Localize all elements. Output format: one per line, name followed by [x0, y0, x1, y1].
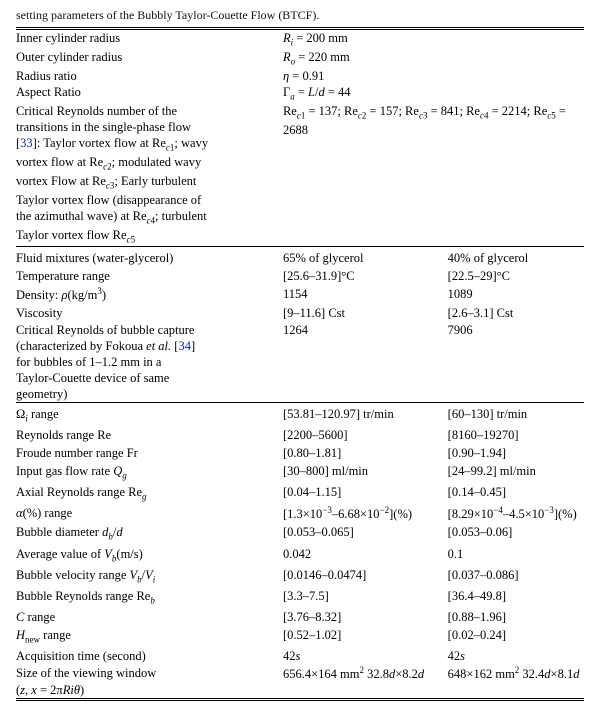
- rule-bottom-1: [16, 698, 584, 699]
- value-a: 656.4×164 mm2 32.8d×8.2d: [283, 665, 448, 682]
- value-a: [1.3×10−3–6.68×10−2](%): [283, 504, 448, 523]
- value-a: 42s: [283, 647, 448, 665]
- value-a: 65% of glycerol: [283, 247, 448, 268]
- label: Critical Reynolds number of the: [16, 103, 283, 119]
- label: Reynolds range Re: [16, 426, 283, 444]
- value-b: [0.02–0.24]: [448, 626, 584, 647]
- label: Density: ρ(kg/m3): [16, 285, 283, 304]
- text-italic: et al.: [146, 339, 171, 353]
- value-b: [0.037–0.086]: [448, 566, 584, 587]
- params-table: Ωi range [53.81–120.97] tr/min [60–130] …: [16, 402, 584, 697]
- value-a: [0.0146–0.0474]: [283, 566, 448, 587]
- label: Bubble velocity range Vb/Vi: [16, 566, 283, 587]
- value-b: 40% of glycerol: [448, 247, 584, 268]
- label: transitions in the single-phase flow: [16, 119, 283, 135]
- value-b: 42s: [448, 647, 584, 665]
- label: Radius ratio: [16, 68, 283, 84]
- value-b: [22.5–29]°C: [448, 267, 584, 285]
- fluid-table: Fluid mixtures (water-glycerol) 65% of g…: [16, 246, 584, 402]
- value-a: [9–11.6] Cst: [283, 304, 448, 322]
- label: the azimuthal wave) at Rec4; turbulent: [16, 208, 283, 227]
- value-b: [2.6–3.1] Cst: [448, 304, 584, 322]
- label: (z, x = 2πRiθ): [16, 682, 283, 698]
- text: (characterized by Fokoua: [16, 339, 146, 353]
- label: Critical Reynolds of bubble capture: [16, 322, 283, 338]
- value-b: [8.29×10−4–4.5×10−3](%): [448, 504, 584, 523]
- label: Outer cylinder radius: [16, 49, 283, 68]
- value: η = 0.91: [283, 68, 584, 84]
- label: C range: [16, 608, 283, 626]
- value-b: 0.1: [448, 545, 584, 566]
- label: Aspect Ratio: [16, 84, 283, 103]
- value-a: 1264: [283, 322, 448, 338]
- label: Fluid mixtures (water-glycerol): [16, 247, 283, 268]
- value-a: [0.04–1.15]: [283, 483, 448, 504]
- label: (characterized by Fokoua et al. [34]: [16, 338, 584, 354]
- value-b: [0.88–1.96]: [448, 608, 584, 626]
- value-b: [60–130] tr/min: [448, 403, 584, 427]
- value: Ro = 220 mm: [283, 49, 584, 68]
- value-b: 1089: [448, 285, 584, 304]
- label: Taylor-Couette device of same: [16, 370, 584, 386]
- label: Taylor vortex flow (disappearance of: [16, 192, 283, 208]
- label: Bubble diameter db/d: [16, 523, 283, 544]
- reynolds-values: Rec1 = 137; Rec2 = 157; Rec3 = 841; Rec4…: [283, 103, 584, 246]
- label: Inner cylinder radius: [16, 30, 283, 49]
- label: Average value of Vb(m/s): [16, 545, 283, 566]
- label: Temperature range: [16, 267, 283, 285]
- table-caption: setting parameters of the Bubbly Taylor-…: [16, 8, 584, 23]
- label: Froude number range Fr: [16, 444, 283, 462]
- value-a: [0.80–1.81]: [283, 444, 448, 462]
- label: α(%) range: [16, 504, 283, 523]
- label: Axial Reynolds range Reg: [16, 483, 283, 504]
- rule-bottom-2: [16, 700, 584, 701]
- value-a: [3.3–7.5]: [283, 587, 448, 608]
- value-b: [24–99.2] ml/min: [448, 462, 584, 483]
- value-a: [3.76–8.32]: [283, 608, 448, 626]
- value-a: [30–800] ml/min: [283, 462, 448, 483]
- value-b: 648×162 mm2 32.4d×8.1d: [448, 665, 584, 682]
- label: Acquisition time (second): [16, 647, 283, 665]
- value-a: [0.52–1.02]: [283, 626, 448, 647]
- value-a: [53.81–120.97] tr/min: [283, 403, 448, 427]
- value-a: 0.042: [283, 545, 448, 566]
- text: ]: [191, 339, 195, 353]
- label: Size of the viewing window: [16, 665, 283, 682]
- geometry-table: Inner cylinder radius Ri = 200 mm Outer …: [16, 30, 584, 246]
- value-a: [2200–5600]: [283, 426, 448, 444]
- label: vortex flow at Rec2; modulated wavy: [16, 154, 283, 173]
- value-a: [25.6–31.9]°C: [283, 267, 448, 285]
- value: Ri = 200 mm: [283, 30, 584, 49]
- value-b: 7906: [448, 322, 584, 338]
- label: Taylor vortex flow Rec5: [16, 227, 283, 246]
- label: for bubbles of 1–1.2 mm in a: [16, 354, 584, 370]
- value: Γa = L/d = 44: [283, 84, 584, 103]
- value-b: [0.053–0.06]: [448, 523, 584, 544]
- label: Hnew range: [16, 626, 283, 647]
- value-a: 1154: [283, 285, 448, 304]
- label: Viscosity: [16, 304, 283, 322]
- label: Input gas flow rate Qg: [16, 462, 283, 483]
- ref-link-33[interactable]: 33: [20, 136, 33, 150]
- label: Ωi range: [16, 403, 283, 427]
- value-b: [0.90–1.94]: [448, 444, 584, 462]
- ref-link-34[interactable]: 34: [178, 339, 191, 353]
- value-b: [8160–19270]: [448, 426, 584, 444]
- label: Bubble Reynolds range Reb: [16, 587, 283, 608]
- label: geometry): [16, 386, 584, 402]
- label: vortex Flow at Rec3; Early turbulent: [16, 173, 283, 192]
- value-b: [0.14–0.45]: [448, 483, 584, 504]
- label: [33]: Taylor vortex flow at Rec1; wavy: [16, 135, 283, 154]
- rule-top-1: [16, 27, 584, 28]
- value-b: [36.4–49.8]: [448, 587, 584, 608]
- value-a: [0.053–0.065]: [283, 523, 448, 544]
